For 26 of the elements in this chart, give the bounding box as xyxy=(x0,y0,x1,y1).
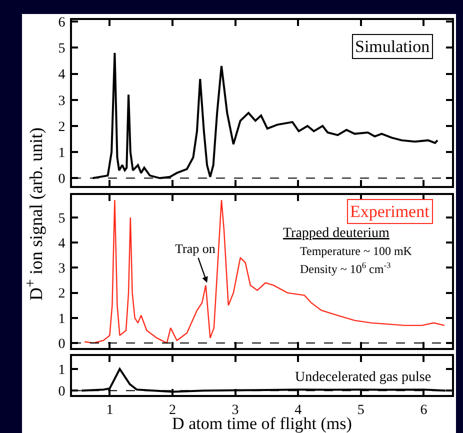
y-tick-label: 3 xyxy=(58,262,66,277)
text: Undecelerated gas pulse xyxy=(295,370,432,385)
y-tick-label: 1 xyxy=(58,146,66,161)
x-tick-label: 5 xyxy=(357,402,364,418)
y-tick-label: 0 xyxy=(58,172,66,188)
annotation: Density ~ 10$^{6}$ cm$^{-3}$ xyxy=(300,261,391,276)
chart-title: Experiment xyxy=(350,202,430,221)
y-tick-label: 1 xyxy=(58,362,66,378)
x-tick-label: 1 xyxy=(106,402,114,418)
x-tick-label: 6 xyxy=(420,402,428,418)
line-series xyxy=(84,199,446,344)
y-tick-label: 2 xyxy=(58,120,66,135)
annotation: Trapped deuterium xyxy=(283,226,390,241)
y-tick-label: 1 xyxy=(58,312,66,327)
y-tick-label: 0 xyxy=(58,336,66,352)
y-tick-label: 2 xyxy=(58,286,66,302)
y-tick-label: 4 xyxy=(58,68,66,83)
y-tick-label: 6 xyxy=(58,15,66,30)
annotation: Temperature ~ 100 mK xyxy=(300,244,412,258)
y-tick-label: 4 xyxy=(58,236,66,252)
y-tick-label: 5 xyxy=(58,42,66,57)
y-tick-label: 3 xyxy=(58,94,66,109)
y-tick-label: 0 xyxy=(58,384,66,400)
annotation: Trap on xyxy=(175,241,216,256)
text: Simulation xyxy=(355,37,430,56)
y-tick-label: 5 xyxy=(58,211,66,226)
